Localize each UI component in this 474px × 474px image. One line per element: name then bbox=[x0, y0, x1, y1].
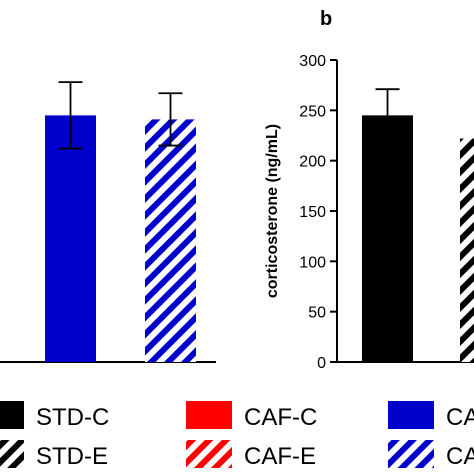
legend-label: CAF-E bbox=[446, 443, 474, 470]
legend-swatch bbox=[186, 440, 232, 468]
legend-label: STD-C bbox=[36, 404, 109, 431]
legend-label: STD-E bbox=[36, 443, 108, 470]
legend-swatch bbox=[388, 440, 434, 468]
y-tick-label: 300 bbox=[299, 53, 326, 70]
legend-label: CAF-C bbox=[446, 404, 474, 431]
legend-label: CAF-C bbox=[244, 404, 317, 431]
legend-label: CAF-E bbox=[244, 443, 316, 470]
y-axis-title: corticosterone (ng/mL) bbox=[264, 124, 281, 298]
legend-swatch bbox=[388, 401, 434, 429]
y-tick-label: 50 bbox=[308, 305, 326, 322]
y-tick-label: 200 bbox=[299, 154, 326, 171]
bar-std-c bbox=[362, 115, 413, 362]
y-tick-label: 100 bbox=[299, 254, 326, 271]
panel-b: 0 50 100 150 200 250 300 corticosterone (ng/mL)… bbox=[264, 8, 474, 372]
y-tick-label: 150 bbox=[299, 204, 326, 221]
legend-swatch bbox=[0, 401, 24, 429]
bar-std-e bbox=[460, 138, 474, 362]
panel-letter: b bbox=[320, 8, 332, 30]
panel-a bbox=[0, 81, 216, 363]
legend-swatch bbox=[186, 401, 232, 429]
legend-swatch bbox=[0, 440, 24, 468]
bar-caf-c bbox=[45, 115, 96, 362]
y-tick-label: 250 bbox=[299, 103, 326, 120]
legend: STD-C CAF-C CAF-C STD-E CAF-E CAF-E bbox=[0, 401, 474, 470]
bar-caf-e bbox=[145, 119, 196, 362]
y-tick-label: 0 bbox=[317, 355, 326, 372]
